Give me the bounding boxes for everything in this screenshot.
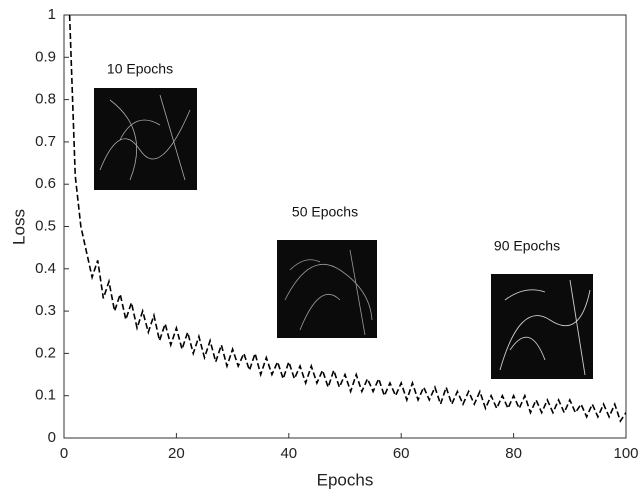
y-tick-label: 1 bbox=[48, 6, 56, 23]
y-tick-label: 0.1 bbox=[35, 387, 56, 404]
x-tick-label: 40 bbox=[280, 445, 297, 462]
y-tick-label: 0.2 bbox=[35, 344, 56, 361]
inset-90 bbox=[491, 274, 593, 379]
annotation: 50 Epochs bbox=[292, 204, 358, 220]
y-tick-label: 0.7 bbox=[35, 133, 56, 150]
annotation: 90 Epochs bbox=[494, 238, 560, 254]
y-axis-title: Loss bbox=[9, 209, 28, 245]
loss-line bbox=[68, 15, 626, 423]
y-tick-label: 0.5 bbox=[35, 217, 56, 234]
inset-edges bbox=[99, 94, 191, 181]
y-tick-label: 0.3 bbox=[35, 302, 56, 319]
inset-edges bbox=[284, 249, 373, 336]
x-axis-title: Epochs bbox=[317, 470, 374, 489]
y-tick-label: 0.9 bbox=[35, 48, 56, 65]
x-tick-label: 60 bbox=[393, 445, 410, 462]
y-tick-label: 0.4 bbox=[35, 260, 56, 277]
inset-edges bbox=[499, 279, 591, 376]
y-tick-label: 0 bbox=[48, 429, 56, 446]
x-tick-label: 80 bbox=[505, 445, 522, 462]
line-layer bbox=[68, 15, 626, 423]
x-tick-label: 20 bbox=[168, 445, 185, 462]
y-tick-label: 0.8 bbox=[35, 91, 56, 108]
inset-image bbox=[277, 240, 377, 338]
x-tick-label: 0 bbox=[60, 445, 68, 462]
annotation: 10 Epochs bbox=[107, 61, 173, 77]
y-tick-label: 0.6 bbox=[35, 175, 56, 192]
inset-image bbox=[94, 88, 197, 190]
x-tick-label: 100 bbox=[613, 445, 638, 462]
inset-50 bbox=[277, 240, 377, 338]
inset-10 bbox=[94, 88, 197, 190]
